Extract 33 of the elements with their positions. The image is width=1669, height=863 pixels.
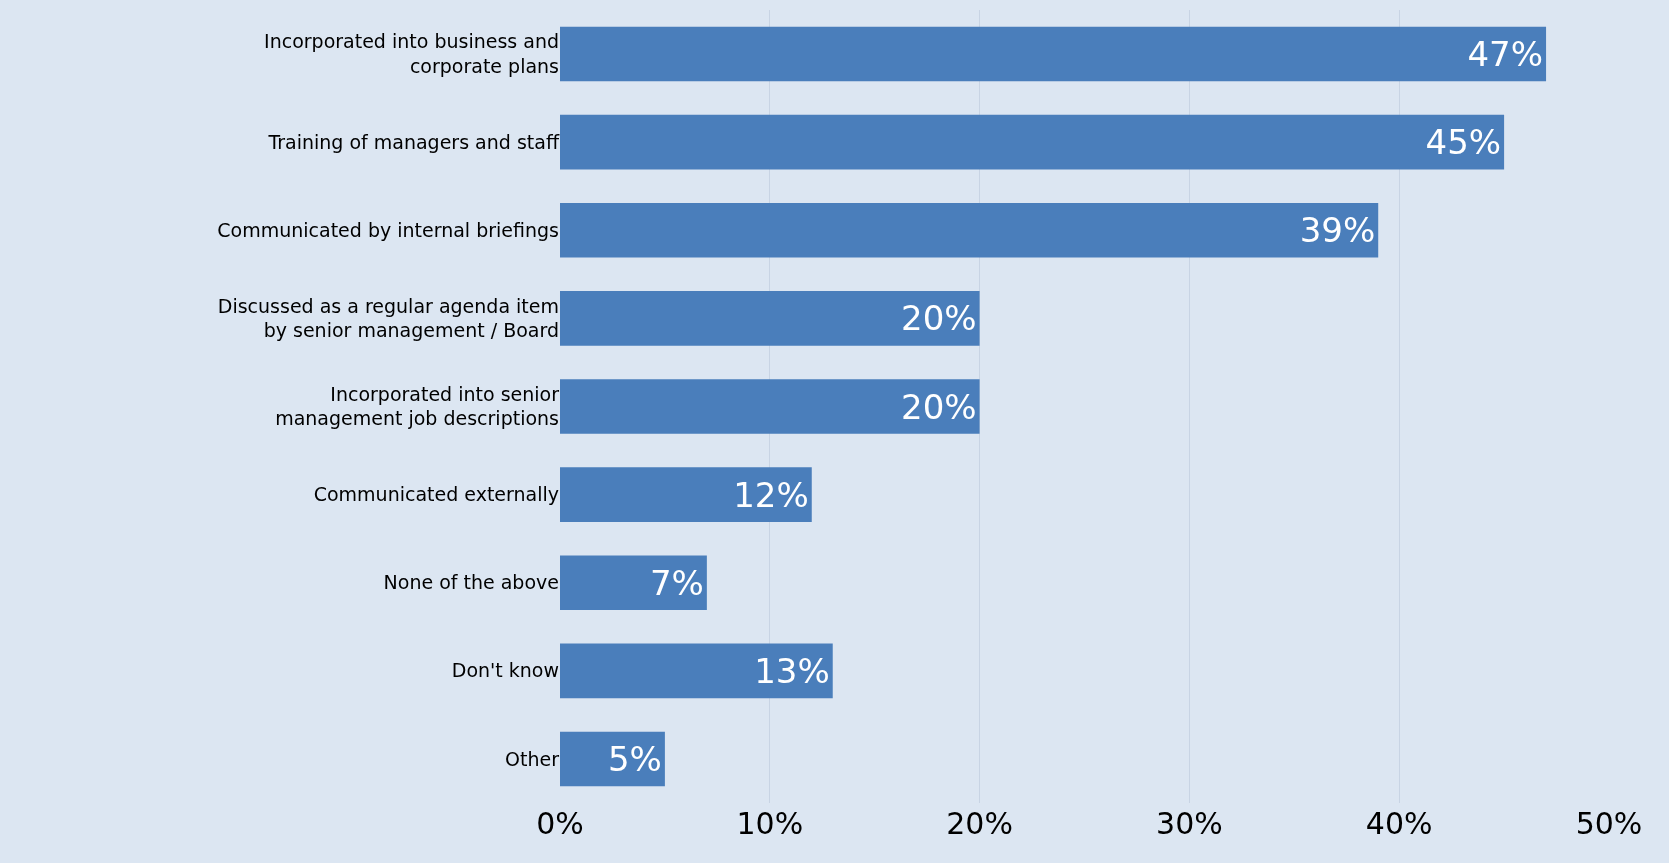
x-tick-label: 30% <box>1156 806 1223 841</box>
data-label: 47% <box>1467 34 1544 75</box>
y-tick-label: Communicated by internal briefings <box>217 218 559 241</box>
bar <box>560 379 980 434</box>
y-tick-label: Communicated externally <box>313 483 559 506</box>
data-label: 20% <box>901 386 977 427</box>
y-tick-label: Don't know <box>451 659 559 682</box>
bar <box>560 202 1379 258</box>
y-tick-label: None of the above <box>383 571 559 594</box>
y-tick-label: Incorporated into senior management job descriptions <box>275 382 560 430</box>
y-tick-label: Training of managers and staff <box>267 130 560 153</box>
data-label: 45% <box>1425 122 1502 163</box>
data-label: 12% <box>733 474 809 515</box>
bar <box>560 291 980 346</box>
x-tick-label: 0% <box>536 806 584 841</box>
bar <box>560 731 665 787</box>
x-tick-label: 40% <box>1365 806 1433 841</box>
x-tick-label: 10% <box>736 806 804 841</box>
x-tick-label: 20% <box>946 806 1013 841</box>
data-label: 20% <box>901 298 977 339</box>
bar <box>560 643 833 699</box>
bar <box>560 114 1505 170</box>
bar <box>560 555 707 611</box>
y-tick-label: Incorporated into business and corporate plans <box>264 30 559 78</box>
bar <box>560 467 812 522</box>
data-label: 7% <box>649 562 704 603</box>
data-label: 13% <box>754 650 830 691</box>
x-tick-label: 50% <box>1575 806 1643 841</box>
y-tick-label: Other <box>505 747 560 770</box>
data-label: 5% <box>607 738 662 779</box>
data-label: 39% <box>1299 210 1376 251</box>
bar <box>560 26 1547 82</box>
y-tick-label: Discussed as a regular agenda item by senior management / Board <box>217 294 559 342</box>
